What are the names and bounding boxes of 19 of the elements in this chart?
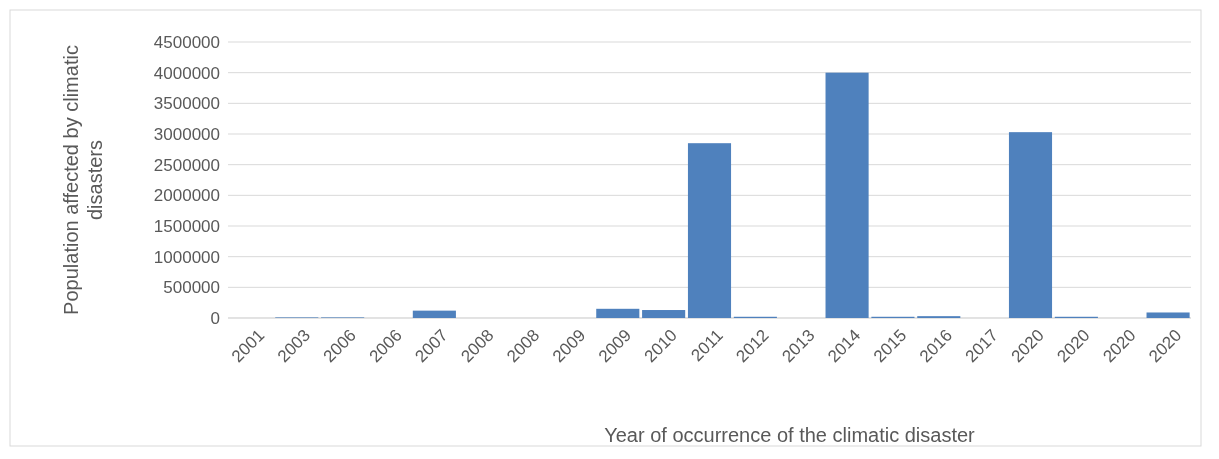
y-tick-label: 3500000 xyxy=(153,94,220,114)
y-tick-label: 2500000 xyxy=(153,155,220,175)
bar xyxy=(687,143,732,318)
y-tick-label: 0 xyxy=(210,308,220,328)
bar xyxy=(596,308,640,318)
y-tick-label: 4000000 xyxy=(153,63,220,83)
y-tick-label: 1500000 xyxy=(153,216,220,236)
x-axis-title: Year of occurrence of the climatic disaster xyxy=(604,424,976,446)
y-axis-title: Population affected by climatic disasters xyxy=(60,45,106,315)
y-tick-label: 2000000 xyxy=(153,186,220,206)
bar xyxy=(1008,132,1053,318)
y-tick-label: 500000 xyxy=(163,278,220,298)
y-tick-label: 1000000 xyxy=(153,247,220,267)
bar xyxy=(412,310,456,318)
bar xyxy=(825,72,869,318)
bar xyxy=(642,310,686,318)
y-tick-label: 4500000 xyxy=(153,32,220,52)
y-tick-label: 3000000 xyxy=(153,124,220,144)
bar xyxy=(1146,312,1190,318)
